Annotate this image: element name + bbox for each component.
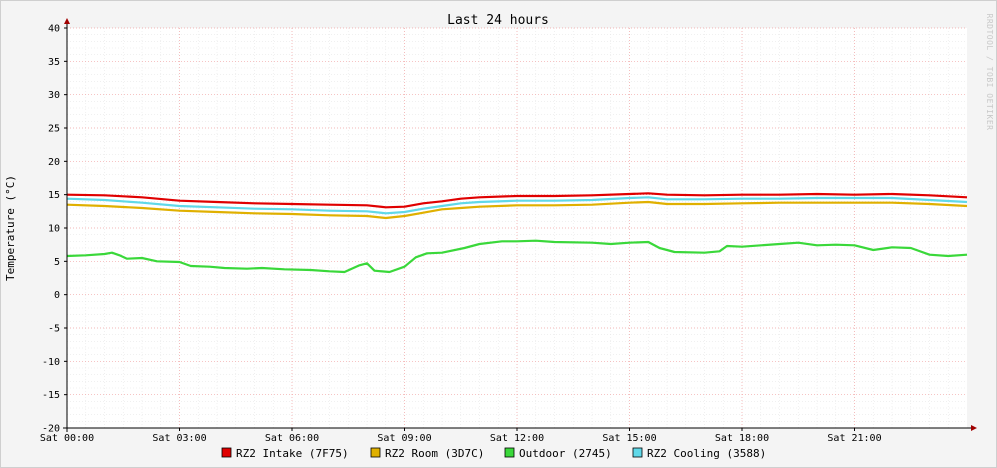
y-axis-arrow bbox=[64, 18, 70, 24]
x-axis-arrow bbox=[971, 425, 977, 431]
legend-swatch-4 bbox=[632, 447, 643, 458]
x-tick-label: Sat 06:00 bbox=[265, 433, 319, 444]
y-tick-label: 0 bbox=[54, 290, 60, 301]
y-tick-label: -10 bbox=[42, 357, 60, 368]
series-line-4 bbox=[66, 196, 968, 215]
y-tick-label: 20 bbox=[48, 157, 60, 168]
x-tick-label: Sat 15:00 bbox=[602, 433, 656, 444]
series-lines bbox=[66, 192, 968, 274]
legend: RZ2 Intake (7F75) RZ2 Room (3D7C) Outdoor … bbox=[221, 447, 766, 460]
x-tick-label: Sat 12:00 bbox=[490, 433, 544, 444]
x-tick-label: Sat 21:00 bbox=[827, 433, 881, 444]
x-tick-label: Sat 18:00 bbox=[715, 433, 769, 444]
y-tick-label: 10 bbox=[48, 224, 60, 235]
x-tick-label: Sat 00:00 bbox=[40, 433, 94, 444]
grid bbox=[66, 27, 967, 429]
legend-swatch-3 bbox=[504, 447, 515, 458]
legend-label-2: RZ2 Room (3D7C) bbox=[385, 447, 484, 460]
y-tick-label: 15 bbox=[48, 190, 60, 201]
x-tick-label: Sat 03:00 bbox=[152, 433, 206, 444]
legend-label-4: RZ2 Cooling (3588) bbox=[647, 447, 766, 460]
y-tick-label: 35 bbox=[48, 57, 60, 68]
legend-label-3: Outdoor (2745) bbox=[519, 447, 612, 460]
legend-swatch-1 bbox=[221, 447, 232, 458]
legend-swatch-2 bbox=[370, 447, 381, 458]
axes bbox=[63, 18, 977, 432]
rrdtool-watermark: RRDTOOL / TOBI OETIKER bbox=[985, 14, 994, 131]
y-tick-label: -5 bbox=[48, 324, 60, 335]
y-tick-labels: 40 35 30 25 20 15 10 5 0 -5 -10 -15 -20 bbox=[42, 24, 67, 435]
y-tick-label: 30 bbox=[48, 90, 60, 101]
x-tick-label: Sat 09:00 bbox=[377, 433, 431, 444]
series-line-2 bbox=[66, 200, 968, 220]
y-tick-label: 40 bbox=[48, 24, 60, 35]
y-tick-label: 5 bbox=[54, 257, 60, 268]
chart-title: Last 24 hours bbox=[447, 13, 549, 28]
series-line-3 bbox=[66, 239, 968, 274]
y-tick-label: -15 bbox=[42, 390, 60, 401]
series-line-1 bbox=[66, 192, 968, 209]
y-tick-label: 25 bbox=[48, 124, 60, 135]
y-tick-label: -20 bbox=[42, 424, 60, 435]
legend-label-1: RZ2 Intake (7F75) bbox=[236, 447, 349, 460]
y-axis-label: Temperature (°C) bbox=[4, 175, 17, 281]
x-tick-labels: Sat 00:00 Sat 03:00 Sat 06:00 Sat 09:00 Sat … bbox=[40, 428, 882, 444]
